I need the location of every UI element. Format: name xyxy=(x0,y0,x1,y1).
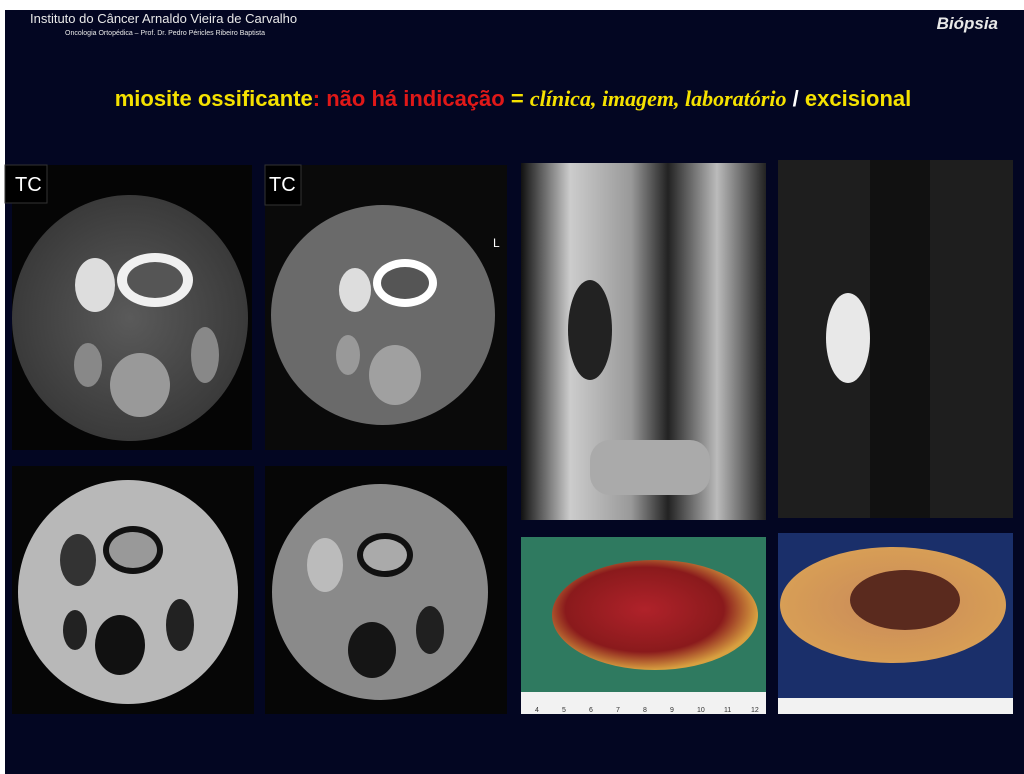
ruler-mark: 10 xyxy=(697,707,705,714)
ruler-mark: 6 xyxy=(589,707,593,714)
slide-title: miosite ossificante: não há indicação = … xyxy=(115,86,912,111)
title-colon: : xyxy=(313,86,320,111)
mr-axial-image-1 xyxy=(12,466,254,714)
mr-stir-image xyxy=(778,160,1013,518)
ruler-mark: 5 xyxy=(562,707,566,714)
title-equals: = xyxy=(511,86,524,111)
institution: Instituto do Câncer Arnaldo Vieira de Ca… xyxy=(30,11,297,26)
ct-label: TC xyxy=(269,174,296,196)
ruler-mark: 9 xyxy=(670,707,674,714)
section: Biópsia xyxy=(937,14,998,33)
ct-image-2: TC L xyxy=(264,164,507,450)
ct-label: TC xyxy=(15,174,42,196)
specimen-photo-1 xyxy=(521,537,766,714)
ruler-mark: 8 xyxy=(643,707,647,714)
specimen-photo-2 xyxy=(778,533,1013,714)
subtitle: Oncologia Ortopédica – Prof. Dr. Pedro P… xyxy=(65,30,265,37)
ruler-mark: 7 xyxy=(616,707,620,714)
ruler-mark: 12 xyxy=(751,707,759,714)
ruler-mark: 4 xyxy=(535,707,539,714)
side-marker: L xyxy=(493,236,500,250)
title-slash: / xyxy=(793,86,799,111)
ct-image-1: TC xyxy=(4,164,252,450)
ruler-labels: 4 5 6 7 8 9 10 11 12 xyxy=(535,707,759,714)
mr-coronal-image xyxy=(521,163,766,520)
title-method: excisional xyxy=(805,86,911,111)
ruler-mark: 11 xyxy=(724,707,731,714)
title-term: miosite ossificante xyxy=(115,86,313,111)
title-statement: não há indicação xyxy=(326,86,505,111)
mr-axial-image-2 xyxy=(265,466,507,714)
title-criteria: clínica, imagem, laboratório xyxy=(530,86,787,111)
